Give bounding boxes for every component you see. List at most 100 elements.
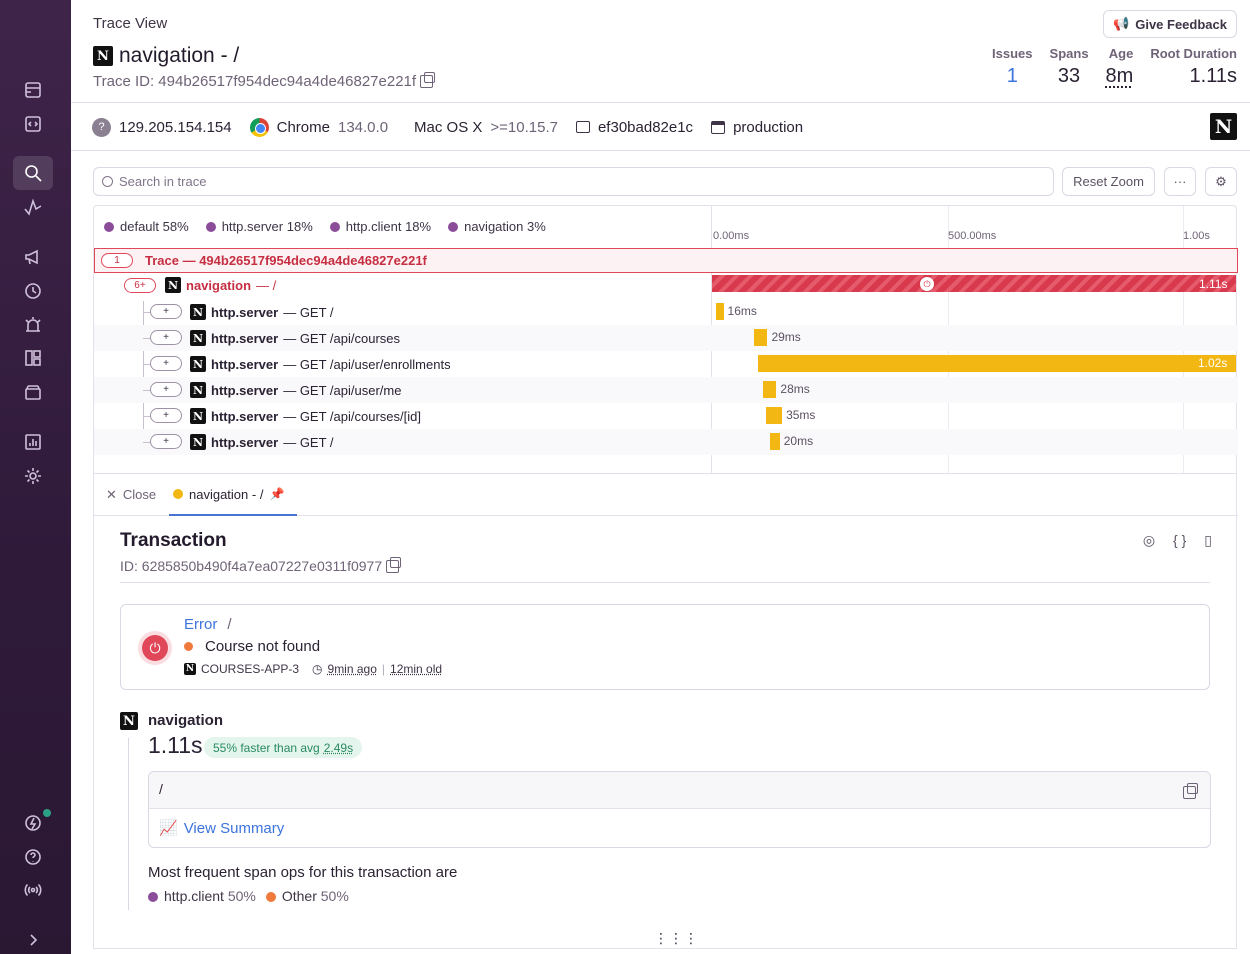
span-bar[interactable] <box>763 381 776 398</box>
profile-icon[interactable]: ◎ <box>1143 532 1155 549</box>
nextjs-logo-icon: N <box>190 356 206 372</box>
resize-handle[interactable]: ⋮⋮⋮ <box>654 930 699 947</box>
tag-environment: production <box>711 119 803 136</box>
megaphone-icon[interactable] <box>17 241 49 273</box>
breadcrumb[interactable]: Trace View <box>93 15 167 32</box>
stat-root-duration: Root Duration 1.11s <box>1150 46 1237 88</box>
span-bar[interactable] <box>766 407 783 424</box>
issues-icon[interactable] <box>17 74 49 106</box>
pin-icon[interactable]: 📌 <box>269 487 284 501</box>
span-row[interactable]: + Nhttp.server — GET /api/courses 29ms <box>94 325 1238 351</box>
span-bar[interactable] <box>754 329 768 346</box>
more-options-button[interactable]: ··· <box>1164 167 1196 196</box>
error-message: Course not found <box>205 638 320 655</box>
transaction-path: / <box>159 781 163 797</box>
broadcast-icon[interactable] <box>17 874 49 906</box>
copy-icon[interactable] <box>386 560 399 573</box>
stat-spans: Spans 33 <box>1050 46 1089 88</box>
error-card[interactable]: ⏻ Error / Course not found N COURSES-APP-… <box>120 604 1210 690</box>
copy-icon[interactable] <box>1183 786 1196 799</box>
trace-id: Trace ID: 494b26517f954dec94a4de46827e22… <box>93 73 416 90</box>
root-span-duration: 1.11s <box>1199 277 1227 291</box>
root-span-bar[interactable] <box>712 275 1236 292</box>
span-label: Nhttp.server — GET /api/courses/[id] <box>190 408 421 424</box>
span-duration: 1.11s <box>148 732 203 759</box>
expand-plus-button[interactable]: + <box>150 356 182 371</box>
span-label: Nhttp.server — GET / <box>190 434 334 450</box>
copy-icon[interactable] <box>420 75 433 88</box>
error-marker-icon[interactable]: ⏻ <box>920 277 934 291</box>
stats-icon[interactable] <box>17 426 49 458</box>
trace-label: Trace — 494b26517f954dec94a4de46827e221f <box>145 253 427 268</box>
legend-http-server: http.server 18% <box>206 219 313 234</box>
trace-settings-gear-icon[interactable]: ⚙ <box>1205 167 1237 196</box>
sidebar-toggle-icon[interactable]: ▯ <box>1204 532 1212 549</box>
trace-count-pill[interactable]: 1 <box>101 253 133 268</box>
alerts-icon[interactable] <box>17 309 49 341</box>
span-bar[interactable] <box>716 303 724 320</box>
span-duration-label: 28ms <box>780 382 809 396</box>
expand-plus-button[interactable]: + <box>150 330 182 345</box>
window-icon <box>711 121 725 134</box>
sidebar <box>0 0 71 954</box>
history-icon[interactable] <box>17 275 49 307</box>
timeline-axis: 0.00ms 500.00ms 1.00s <box>712 206 1238 246</box>
releases-icon[interactable] <box>17 376 49 408</box>
page-header: Trace View N navigation - / Trace ID: 49… <box>71 0 1250 103</box>
last-seen: 9min ago <box>328 662 377 676</box>
stat-issues: Issues 1 <box>992 46 1032 88</box>
span-color-dot <box>173 489 183 499</box>
transaction-id: ID: 6285850b490f4a7ea07227e0311f0977 <box>120 558 382 574</box>
span-row[interactable]: + Nhttp.server — GET / 20ms <box>94 429 1238 455</box>
ops-legend: default 58% http.server 18% http.client … <box>104 219 546 234</box>
span-row[interactable]: + Nhttp.server — GET /api/user/enrollments… <box>94 351 1238 377</box>
reset-zoom-button[interactable]: Reset Zoom <box>1062 167 1155 196</box>
span-bar[interactable] <box>770 433 779 450</box>
tick-label: 500.00ms <box>948 230 996 242</box>
expand-plus-button[interactable]: + <box>150 304 182 319</box>
json-icon[interactable]: { } <box>1173 532 1186 549</box>
dashboards-icon[interactable] <box>17 342 49 374</box>
span-duration-label: 29ms <box>771 330 800 344</box>
trace-row[interactable]: 1 Trace — 494b26517f954dec94a4de46827e22… <box>94 248 1238 273</box>
expand-pill[interactable]: 6+ <box>124 278 156 293</box>
chart-icon: 📈 <box>159 819 178 837</box>
view-summary-link[interactable]: 📈 View Summary <box>159 819 284 837</box>
nextjs-logo-icon: N <box>184 663 196 675</box>
stat-age: Age 8m <box>1106 46 1134 88</box>
legend-navigation: navigation 3% <box>448 219 546 234</box>
tab-navigation[interactable]: navigation - / 📌 <box>169 474 297 516</box>
tag-browser: Chrome 134.0.0 <box>250 118 388 137</box>
performance-icon[interactable] <box>17 191 49 223</box>
ops-item: Other 50% <box>266 888 349 904</box>
span-row[interactable]: + Nhttp.server — GET /api/user/me 28ms <box>94 377 1238 403</box>
expand-sidebar-icon[interactable] <box>17 924 49 954</box>
error-type-link[interactable]: Error <box>184 616 217 633</box>
span-bar[interactable] <box>758 355 1236 372</box>
search-input[interactable]: Search in trace <box>93 167 1054 196</box>
legend-default: default 58% <box>104 219 189 234</box>
close-button[interactable]: ✕ Close <box>106 487 156 503</box>
details-tabbar: ✕ Close navigation - / 📌 <box>94 474 1238 516</box>
tick-label: 0.00ms <box>713 230 749 242</box>
span-row[interactable]: + Nhttp.server — GET / 16ms <box>94 299 1238 325</box>
settings-gear-icon[interactable] <box>17 460 49 492</box>
expand-plus-button[interactable]: + <box>150 382 182 397</box>
give-feedback-button[interactable]: 📢 Give Feedback <box>1103 10 1237 38</box>
unknown-user-icon: ? <box>92 118 111 137</box>
nextjs-logo-icon: N <box>190 434 206 450</box>
comparison-badge: 55% faster than avg 2.49s <box>204 737 362 758</box>
frequent-ops-legend: http.client 50% Other 50% <box>148 888 349 904</box>
expand-plus-button[interactable]: + <box>150 434 182 449</box>
transaction-summary-box: / 📈 View Summary <box>148 771 1211 848</box>
span-row[interactable]: + Nhttp.server — GET /api/courses/[id] 35ms <box>94 403 1238 429</box>
expand-plus-button[interactable]: + <box>150 408 182 423</box>
explore-search-icon[interactable] <box>13 156 53 190</box>
span-label: Nhttp.server — GET /api/user/enrollments <box>190 356 451 372</box>
issue-short-id[interactable]: COURSES-APP-3 <box>201 662 299 676</box>
code-icon[interactable] <box>17 108 49 140</box>
help-icon[interactable] <box>17 841 49 873</box>
issues-count-link[interactable]: 1 <box>992 65 1032 88</box>
megaphone-icon: 📢 <box>1113 16 1129 32</box>
span-label: Nhttp.server — GET /api/user/me <box>190 382 401 398</box>
